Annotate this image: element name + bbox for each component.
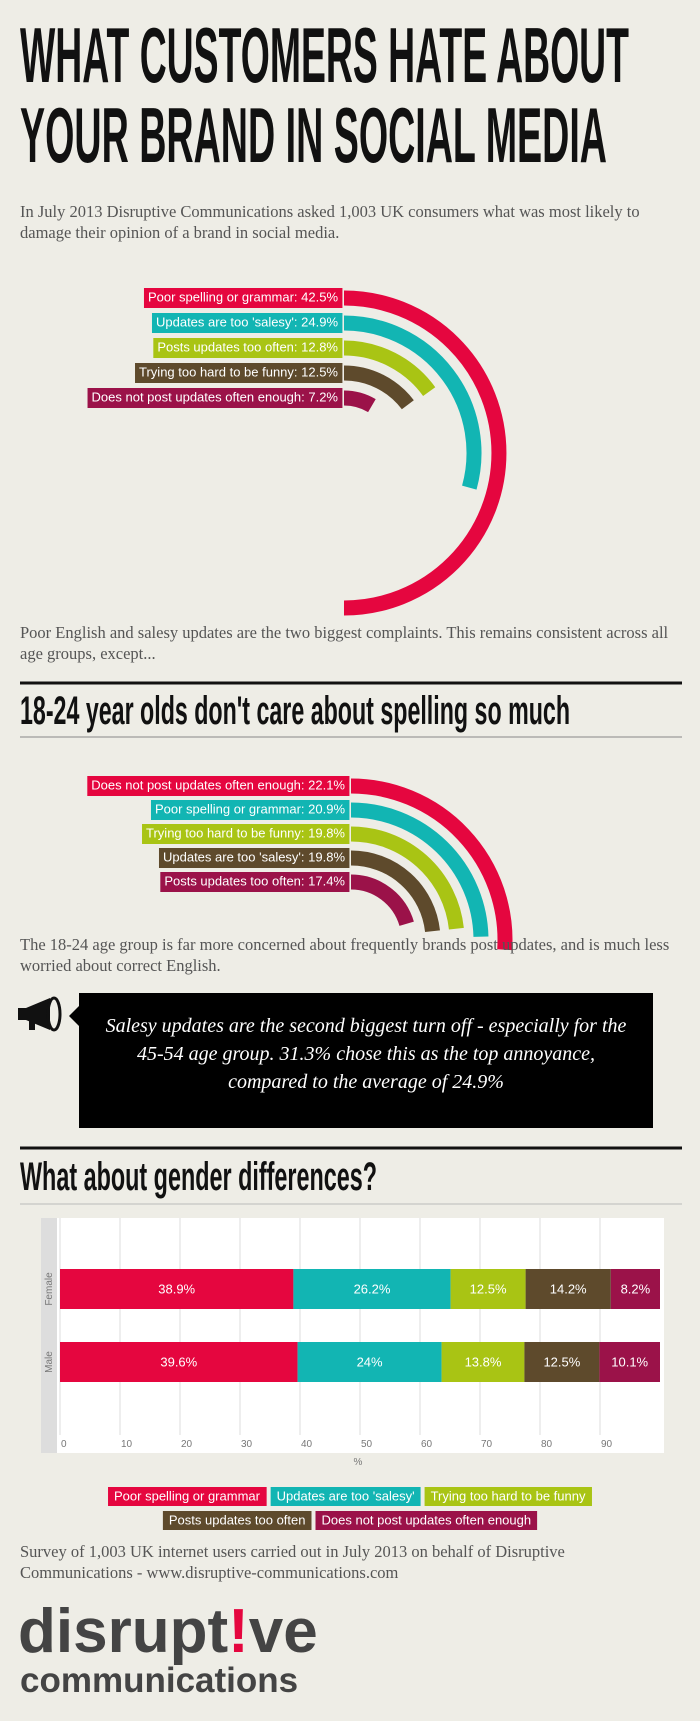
arc-bar — [350, 850, 440, 933]
arc-bar — [350, 826, 464, 930]
legend-entry: Posts updates too often — [169, 1512, 306, 1527]
bar-segment — [293, 1269, 451, 1309]
arc-label: Poor spelling or grammar: 20.9% — [155, 801, 345, 816]
x-tick-label: 70 — [481, 1439, 493, 1450]
arc-bar — [343, 390, 376, 413]
bar-segment — [599, 1342, 660, 1382]
legend-swatch — [162, 1511, 312, 1530]
legend-entry: Does not post updates often enough — [322, 1512, 532, 1527]
arc-label-box — [153, 338, 343, 358]
legend-swatch — [108, 1487, 267, 1506]
callout-text: Salesy updates are the second biggest tu… — [105, 1015, 627, 1093]
legend-entry: Updates are too 'salesy' — [277, 1488, 415, 1503]
arc-bar — [343, 365, 414, 410]
arc-label: Posts updates too often: 12.8% — [157, 339, 338, 354]
arc-label-box — [158, 848, 350, 868]
arc-label-box — [87, 388, 343, 408]
arc-bar — [350, 802, 489, 937]
x-tick-label: 90 — [601, 1439, 613, 1450]
value-label: 26.2% — [354, 1281, 391, 1296]
legend-swatch — [315, 1511, 538, 1530]
arc-bar — [343, 315, 482, 490]
x-axis-label: % — [354, 1457, 363, 1468]
arc-label: Trying too hard to be funny: 12.5% — [139, 364, 338, 379]
arc-label: Does not post updates often enough: 22.1… — [91, 777, 345, 792]
arc-label-box — [135, 363, 343, 383]
section-heading: What about gender differences? — [20, 1155, 377, 1199]
arc-bar — [343, 340, 436, 397]
x-tick-label: 50 — [361, 1439, 373, 1450]
value-label: 38.9% — [158, 1281, 195, 1296]
logo-part: ! — [228, 1597, 249, 1666]
axis-band — [41, 1218, 57, 1453]
callout-notch — [69, 1006, 79, 1026]
bar-segment — [441, 1342, 525, 1382]
x-tick-label: 20 — [181, 1439, 193, 1450]
logo-part: disrupt — [18, 1597, 228, 1666]
logo-tagline: communications — [20, 1661, 298, 1700]
callout-box — [79, 993, 653, 1128]
arc-bar — [350, 874, 414, 927]
paragraph: Poor English and salesy updates are the … — [20, 623, 669, 663]
x-tick-label: 80 — [541, 1439, 553, 1450]
arc-label-box — [142, 824, 350, 844]
title-line: YOUR BRAND IN SOCIAL MEDIA — [20, 91, 607, 179]
arc-label: Updates are too 'salesy': 19.8% — [163, 849, 345, 864]
megaphone-icon — [18, 996, 62, 1032]
bar-segment — [297, 1342, 442, 1382]
arc-label: Does not post updates often enough: 7.2% — [92, 389, 339, 404]
section-heading: 18-24 year olds don't care about spellin… — [20, 689, 570, 733]
value-label: 39.6% — [160, 1354, 197, 1369]
value-label: 14.2% — [550, 1281, 587, 1296]
bar-segment — [525, 1269, 611, 1309]
arc-label-box — [151, 313, 343, 333]
value-label: 10.1% — [611, 1354, 648, 1369]
value-label: 8.2% — [621, 1281, 651, 1296]
bar-segment — [524, 1342, 600, 1382]
arc-label-box — [160, 872, 350, 892]
paragraph: The 18-24 age group is far more concerne… — [20, 935, 670, 975]
legend-swatch — [424, 1487, 592, 1506]
value-label: 12.5% — [470, 1281, 507, 1296]
title-line: WHAT CUSTOMERS HATE ABOUT — [20, 11, 629, 99]
bar-segment — [60, 1342, 298, 1382]
arc-label-box — [143, 288, 343, 308]
arc-label: Updates are too 'salesy': 24.9% — [156, 314, 338, 329]
x-tick-label: 60 — [421, 1439, 433, 1450]
x-tick-label: 10 — [121, 1439, 133, 1450]
arc-bar — [343, 290, 507, 616]
logo-name: disrupt!ve — [18, 1597, 318, 1666]
arc-label-box — [150, 800, 350, 820]
arc-label: Poor spelling or grammar: 42.5% — [148, 289, 338, 304]
legend-entry: Poor spelling or grammar — [114, 1488, 261, 1503]
logo-part: ve — [249, 1597, 318, 1666]
legend-swatch — [270, 1487, 421, 1506]
y-tick-label: Male — [44, 1351, 55, 1373]
value-label: 13.8% — [465, 1354, 502, 1369]
bar-segment — [60, 1269, 294, 1309]
arc-label: Posts updates too often: 17.4% — [164, 873, 345, 888]
intro: In July 2013 Disruptive Communications a… — [20, 202, 640, 242]
arc-label: Trying too hard to be funny: 19.8% — [146, 825, 345, 840]
value-label: 24% — [357, 1354, 383, 1369]
bar-segment — [450, 1269, 526, 1309]
footer-source: Survey of 1,003 UK internet users carrie… — [20, 1542, 565, 1582]
legend-entry: Trying too hard to be funny — [431, 1488, 586, 1503]
y-tick-label: Female — [44, 1272, 55, 1306]
value-label: 12.5% — [543, 1354, 580, 1369]
arc-bar — [350, 778, 513, 951]
bar-segment — [610, 1269, 660, 1309]
x-tick-label: 40 — [301, 1439, 313, 1450]
arc-label-box — [87, 776, 350, 796]
x-tick-label: 30 — [241, 1439, 253, 1450]
x-tick-label: 0 — [61, 1439, 67, 1450]
